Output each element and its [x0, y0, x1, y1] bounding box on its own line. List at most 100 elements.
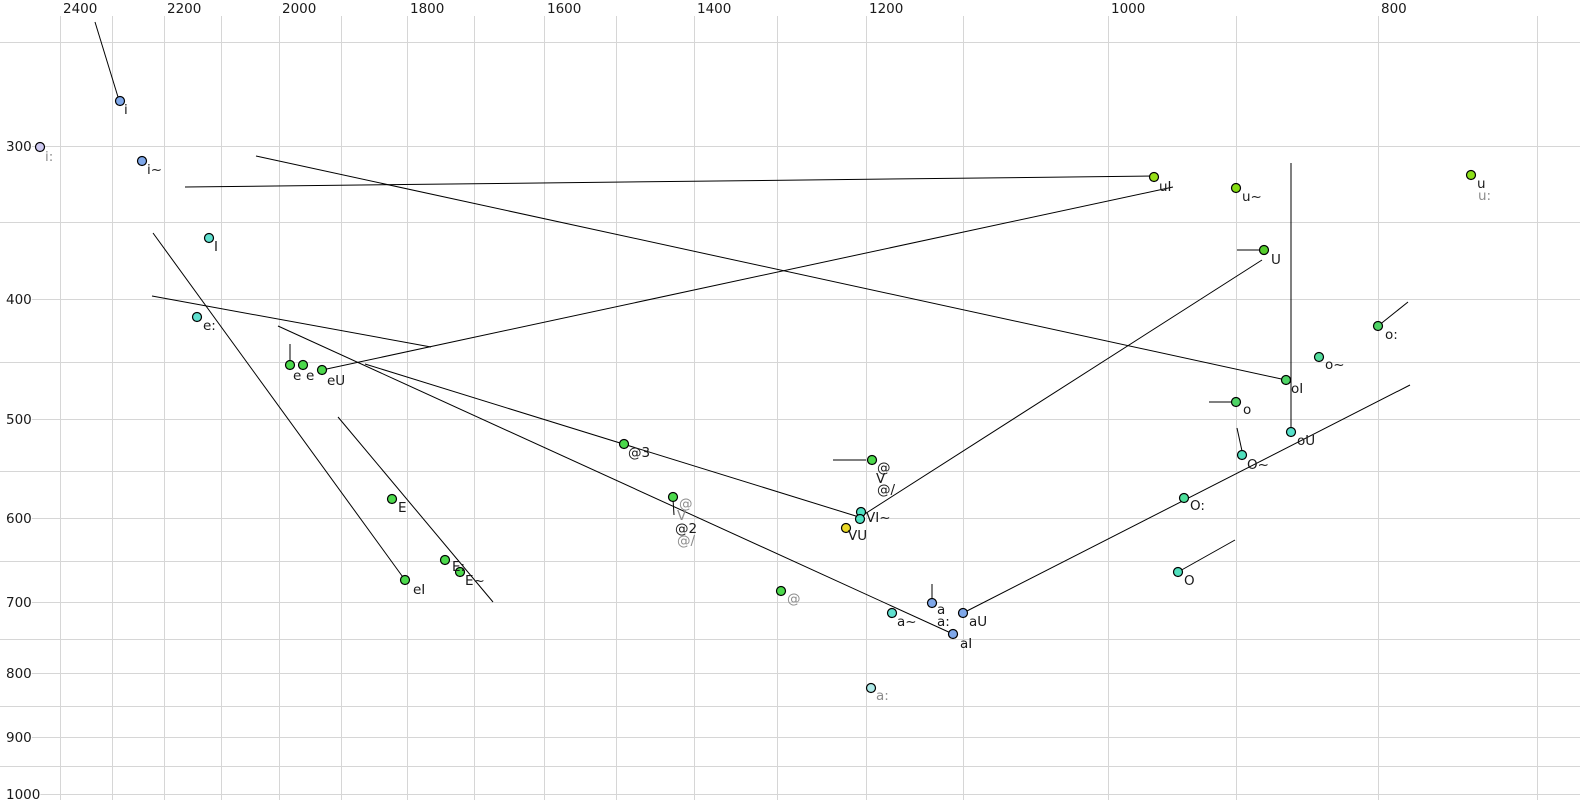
- vowel-label-I: I: [214, 239, 218, 255]
- vowel-label-U: U: [1271, 252, 1281, 268]
- vowel-point-i-nasal: [136, 155, 148, 167]
- vowel-point-schwa-mid: [866, 454, 878, 466]
- vowel-point-a-nasal: [886, 607, 898, 619]
- vowel-label-schwa2-cluster: V: [677, 508, 687, 524]
- vowel-label-E: E: [398, 500, 407, 516]
- x-tick-label: 1200: [869, 1, 903, 17]
- y-tick-label-bg: [0, 664, 32, 681]
- vowel-point-aI: [947, 628, 959, 640]
- vowel-point-a-long: [865, 682, 877, 694]
- vowel-label-e-1: e: [293, 368, 301, 384]
- vowel-label-schwa-mid: V: [876, 471, 886, 487]
- x-tick-label: 1400: [697, 1, 731, 17]
- y-tick-label: 500: [6, 412, 32, 428]
- vowel-label-i-nasal: i~: [147, 162, 162, 178]
- vowel-label-a-nasal: a~: [897, 614, 917, 630]
- vowel-label-aI: aI: [960, 636, 972, 652]
- vowel-label-uI: uI: [1159, 179, 1172, 195]
- vowel-label-e-2: e: [306, 368, 314, 384]
- vowel-label-schwa3: @3: [628, 445, 650, 461]
- y-tick-label: 300: [6, 139, 32, 155]
- vowel-label-a: a: [937, 602, 945, 618]
- vowel-point-schwa-low: [775, 585, 787, 597]
- y-tick-label: 400: [6, 292, 32, 308]
- y-tick-label: 900: [6, 730, 32, 746]
- aI-trajectory: [277, 325, 954, 635]
- vowel-point-o-nasal: [1313, 351, 1325, 363]
- y-tick-label-bg: [0, 728, 32, 745]
- vowel-point-eU: [316, 364, 328, 376]
- vowel-label-E-long: E:: [452, 559, 465, 575]
- vowel-point-o-long: [1372, 320, 1384, 332]
- vowel-label-i: i: [124, 102, 128, 118]
- x-tick-label: 2000: [282, 1, 316, 17]
- eU-trajectory: [321, 186, 1174, 371]
- vowel-point-U: [1258, 244, 1270, 256]
- vowel-point-oU: [1285, 426, 1297, 438]
- vowel-label-schwa2-cluster: @2: [675, 521, 697, 537]
- trajectory-lines: [94, 21, 1411, 635]
- vowel-point-i-long: [34, 141, 46, 153]
- vowel-label-E-nasal: E~: [465, 573, 485, 589]
- i-trajectory: [94, 21, 119, 98]
- vowel-point-schwa3: [618, 438, 630, 450]
- vowel-label-i-long: i:: [45, 149, 53, 165]
- vowel-point-uI: [1148, 171, 1160, 183]
- y-tick-label: 700: [6, 595, 32, 611]
- vowel-point-eI: [399, 574, 411, 586]
- vowel-label-a-long: a:: [876, 688, 889, 704]
- vowel-label-oI: oI: [1291, 381, 1303, 397]
- vowel-point-a: [926, 597, 938, 609]
- y-tick-label: 1000: [6, 787, 40, 800]
- vowel-point-schwa2-cluster: [667, 491, 679, 503]
- VU-trajectory: [859, 259, 1263, 518]
- y-tick-label: 800: [6, 666, 32, 682]
- vowel-point-oI: [1280, 374, 1292, 386]
- x-tick-label: 1800: [410, 1, 444, 17]
- vowel-label-schwa-low: @: [787, 591, 801, 607]
- vowel-point-i: [114, 95, 126, 107]
- vowel-point-E-nasal: [454, 566, 466, 578]
- vowel-points: [34, 95, 1477, 694]
- vowel-point-I: [203, 232, 215, 244]
- vowel-point-O-long: [1178, 492, 1190, 504]
- vowel-label-O-long: O:: [1190, 498, 1205, 514]
- vowel-point-VU: [840, 522, 852, 534]
- vowel-labels: ii:i~Ie:e e eUEE:E~eI@3@V@2@/@V@/VI~VU@a~a…: [45, 102, 1491, 704]
- vowel-label-u-nasal: u~: [1242, 189, 1262, 205]
- x-tick-label: 800: [1381, 1, 1407, 17]
- e-long-trajectory: [151, 295, 432, 348]
- vowel-point-O-nasal: [1236, 449, 1248, 461]
- vowel-label-a: a:: [937, 614, 950, 630]
- x-tick-label: 2400: [63, 1, 97, 17]
- vowel-point-e-long: [191, 311, 203, 323]
- vowel-label-O: O: [1184, 573, 1195, 589]
- vowel-label-o-long: o:: [1385, 327, 1398, 343]
- vowel-label-schwa2-cluster: @: [679, 496, 693, 512]
- y-tick-label-bg: [0, 290, 32, 307]
- vowel-label-u: u:: [1478, 188, 1491, 204]
- mid-schwa-trajectory: [364, 363, 860, 518]
- vowel-label-eI: eI: [413, 582, 425, 598]
- vowel-point-e-1: [284, 359, 296, 371]
- vowel-label-eU: eU: [327, 373, 345, 389]
- oI-trajectory: [255, 155, 1287, 381]
- vowel-point-E: [386, 493, 398, 505]
- vowel-label-schwa2-cluster: @/: [677, 533, 696, 549]
- E-trajectory: [337, 416, 494, 603]
- vowel-point-u-nasal: [1230, 182, 1242, 194]
- x-tick-label: 2200: [167, 1, 201, 17]
- vowel-point-E-long: [439, 554, 451, 566]
- vowel-point-aU: [957, 607, 969, 619]
- y-tick-label-bg: [0, 509, 32, 526]
- vowel-label-o-nasal: o~: [1325, 357, 1345, 373]
- vowel-label-schwa-mid: @: [877, 460, 891, 476]
- vowel-label-o: o: [1243, 402, 1251, 418]
- eI-trajectory: [152, 232, 406, 581]
- o-long-trajectory: [1377, 301, 1409, 327]
- x-tick-label: 1000: [1111, 1, 1145, 17]
- vowel-label-O-nasal: O~: [1247, 457, 1269, 473]
- y-tick-label-bg: [0, 410, 32, 427]
- vowel-point-u: [1465, 169, 1477, 181]
